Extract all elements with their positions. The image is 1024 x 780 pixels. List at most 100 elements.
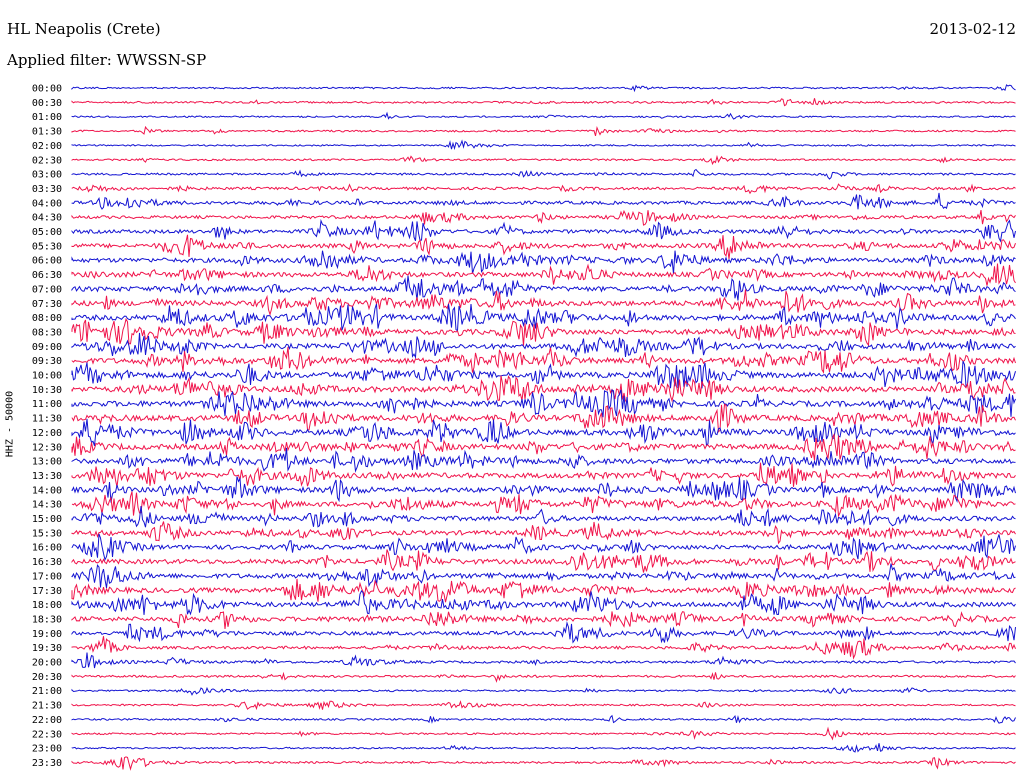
row-tick-label: 22:30 [32, 729, 62, 740]
row-tick-label: 05:00 [32, 227, 62, 238]
trace-line [71, 671, 1016, 683]
trace-line [71, 84, 1016, 93]
row-tick-label: 09:00 [32, 342, 62, 353]
row-tick-label: 19:00 [32, 629, 62, 640]
row-tick-label: 20:30 [32, 672, 62, 683]
trace-line [71, 389, 1016, 418]
tick-label-group: 00:00 00:30 01:00 01:30 02:00 02:30 03:00 03:30… [32, 84, 62, 769]
row-tick-label: 03:00 [32, 170, 62, 181]
row-tick-label: 08:30 [32, 327, 62, 338]
trace-line [71, 743, 1016, 753]
row-tick-label: 01:30 [32, 127, 62, 138]
trace-line [71, 303, 1016, 332]
trace-line [71, 714, 1016, 724]
trace-line [71, 209, 1016, 226]
trace-line [71, 418, 1016, 447]
row-tick-label: 13:30 [32, 471, 62, 482]
trace-line [71, 183, 1016, 195]
row-tick-label: 01:00 [32, 112, 62, 123]
row-tick-label: 11:30 [32, 414, 62, 425]
row-tick-label: 02:30 [32, 155, 62, 166]
row-tick-label: 20:00 [32, 658, 62, 669]
trace-line [71, 263, 1016, 286]
row-tick-label: 02:00 [32, 141, 62, 152]
trace-line [71, 533, 1016, 562]
trace-line [71, 621, 1016, 644]
row-tick-label: 03:30 [32, 184, 62, 195]
row-tick-label: 16:30 [32, 557, 62, 568]
row-tick-label: 04:00 [32, 198, 62, 209]
trace-line [71, 756, 1016, 771]
trace-line [71, 98, 1016, 107]
row-tick-label: 17:30 [32, 586, 62, 597]
trace-line [71, 275, 1016, 301]
station-title: HL Neapolis (Crete) [7, 20, 161, 38]
trace-line [71, 332, 1016, 360]
trace-line [71, 139, 1016, 151]
row-tick-label: 09:30 [32, 356, 62, 367]
trace-line [71, 462, 1016, 488]
trace-line [71, 360, 1016, 389]
trace-line [71, 234, 1016, 259]
trace-line [71, 726, 1016, 741]
trace-line [71, 375, 1016, 403]
row-tick-label: 06:00 [32, 256, 62, 267]
trace-line [71, 447, 1016, 473]
row-tick-label: 14:30 [32, 500, 62, 511]
row-tick-label: 16:00 [32, 543, 62, 554]
row-tick-label: 18:30 [32, 614, 62, 625]
row-tick-label: 00:30 [32, 98, 62, 109]
trace-line [71, 111, 1016, 120]
row-tick-label: 22:00 [32, 715, 62, 726]
trace-line [71, 491, 1016, 518]
row-tick-label: 23:00 [32, 744, 62, 755]
row-tick-label: 19:30 [32, 643, 62, 654]
row-tick-label: 17:00 [32, 571, 62, 582]
row-tick-label: 11:00 [32, 399, 62, 410]
row-tick-label: 13:00 [32, 457, 62, 468]
row-tick-label: 10:00 [32, 371, 62, 382]
trace-line [71, 652, 1016, 669]
trace-line [71, 317, 1016, 347]
trace-line [71, 563, 1016, 588]
trace-line [71, 589, 1016, 616]
row-tick-label: 15:00 [32, 514, 62, 525]
trace-line [71, 289, 1016, 317]
trace-line [71, 125, 1016, 137]
row-tick-label: 04:30 [32, 213, 62, 224]
row-tick-label: 18:00 [32, 600, 62, 611]
trace-line [71, 403, 1016, 433]
trace-line [71, 686, 1016, 696]
row-tick-label: 07:30 [32, 299, 62, 310]
row-tick-label: 15:30 [32, 528, 62, 539]
trace-line [71, 636, 1016, 660]
trace-line [71, 346, 1016, 374]
trace-line [71, 192, 1016, 210]
filter-label: Applied filter: WWSSN-SP [7, 51, 207, 69]
trace-line [71, 578, 1016, 603]
trace-group [71, 84, 1016, 771]
row-tick-label: 06:30 [32, 270, 62, 281]
trace-line [71, 250, 1016, 275]
date-label: 2013-02-12 [929, 20, 1016, 38]
row-tick-label: 00:00 [32, 84, 62, 95]
row-tick-label: 10:30 [32, 385, 62, 396]
trace-line [71, 168, 1016, 180]
trace-line [71, 218, 1016, 243]
row-tick-label: 08:00 [32, 313, 62, 324]
row-tick-label: 12:30 [32, 442, 62, 453]
trace-line [71, 611, 1016, 630]
row-tick-label: 07:00 [32, 284, 62, 295]
trace-line [71, 433, 1016, 461]
row-tick-label: 12:00 [32, 428, 62, 439]
trace-line [71, 476, 1016, 503]
trace-line [71, 549, 1016, 573]
row-tick-label: 23:30 [32, 758, 62, 769]
row-tick-label: 14:00 [32, 485, 62, 496]
trace-line [71, 700, 1016, 711]
row-tick-label: 05:30 [32, 241, 62, 252]
trace-line [71, 505, 1016, 528]
row-tick-label: 21:00 [32, 686, 62, 697]
row-tick-label: 21:30 [32, 701, 62, 712]
